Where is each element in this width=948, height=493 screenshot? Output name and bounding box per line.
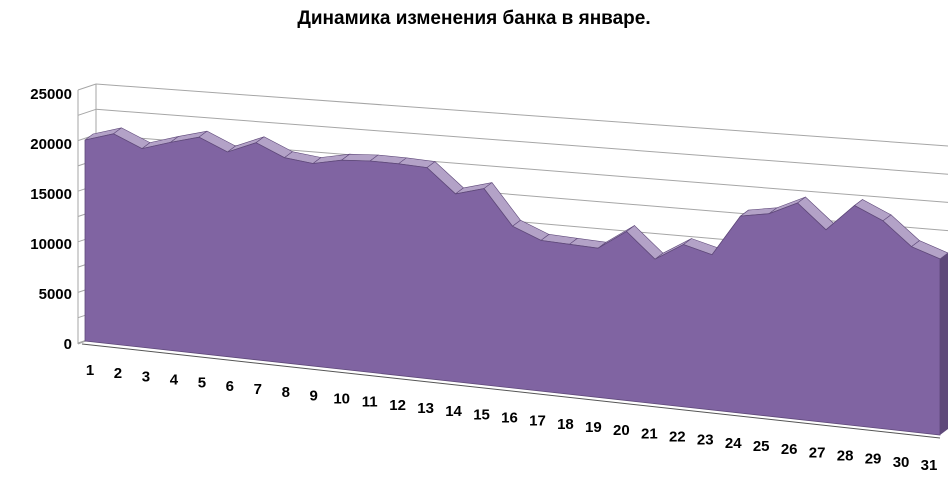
x-tick-label: 3 <box>142 368 150 385</box>
x-tick-label: 23 <box>697 432 714 449</box>
x-axis-line <box>81 343 941 439</box>
x-tick-label: 12 <box>389 397 406 414</box>
x-tick-labels: 1 2 3 4 5 6 7 8 9 10 11 12 13 14 15 16 17 18 19 20 21 22 23 24 2… <box>86 362 938 474</box>
x-tick-label: 13 <box>417 400 434 417</box>
x-tick-label: 4 <box>170 372 179 389</box>
x-tick-label: 6 <box>226 378 234 395</box>
gridline <box>95 83 948 147</box>
x-tick-label: 17 <box>529 413 546 430</box>
x-tick-label: 5 <box>198 375 206 392</box>
area-series <box>84 127 948 436</box>
x-tick-label: 30 <box>893 454 910 471</box>
x-tick-label: 31 <box>921 457 938 474</box>
gridline <box>95 108 948 175</box>
x-tick-label: 14 <box>445 403 462 420</box>
x-tick-label: 11 <box>362 394 378 411</box>
x-tick-label: 26 <box>781 441 798 458</box>
area-front-face <box>84 133 941 436</box>
x-tick-label: 22 <box>669 429 686 446</box>
y-tick-label: 15000 <box>30 186 72 203</box>
area-side-face <box>940 252 948 435</box>
x-tick-label: 2 <box>114 365 122 382</box>
x-tick-label: 19 <box>585 419 602 436</box>
y-tick-label: 25000 <box>30 86 72 103</box>
y-tick-label: 20000 <box>30 136 72 153</box>
x-tick-label: 28 <box>837 448 854 465</box>
y-tick-label: 10000 <box>30 236 72 253</box>
x-tick-label: 15 <box>473 406 490 423</box>
x-tick-label: 20 <box>613 422 630 439</box>
y-tick-label: 5000 <box>39 286 72 303</box>
x-tick-label: 16 <box>501 410 518 427</box>
x-tick-label: 1 <box>86 362 94 379</box>
x-tick-label: 9 <box>310 387 318 404</box>
x-tick-label: 27 <box>809 444 826 461</box>
gridline-side <box>77 108 97 116</box>
x-tick-label: 29 <box>865 451 882 468</box>
x-tick-label: 7 <box>254 381 262 398</box>
x-tick-label: 21 <box>641 425 658 442</box>
x-tick-label: 25 <box>753 438 770 455</box>
chart-title: Динамика изменения банка в январе. <box>297 8 651 29</box>
x-tick-label: 18 <box>557 416 574 433</box>
x-tick-label: 8 <box>282 384 290 401</box>
y-tick-labels: 0 5000 10000 15000 20000 25000 <box>30 86 72 353</box>
gridline-side <box>77 83 97 91</box>
x-tick-label: 24 <box>725 435 742 452</box>
x-tick-label: 10 <box>333 391 350 408</box>
y-tick-label: 0 <box>64 336 72 353</box>
